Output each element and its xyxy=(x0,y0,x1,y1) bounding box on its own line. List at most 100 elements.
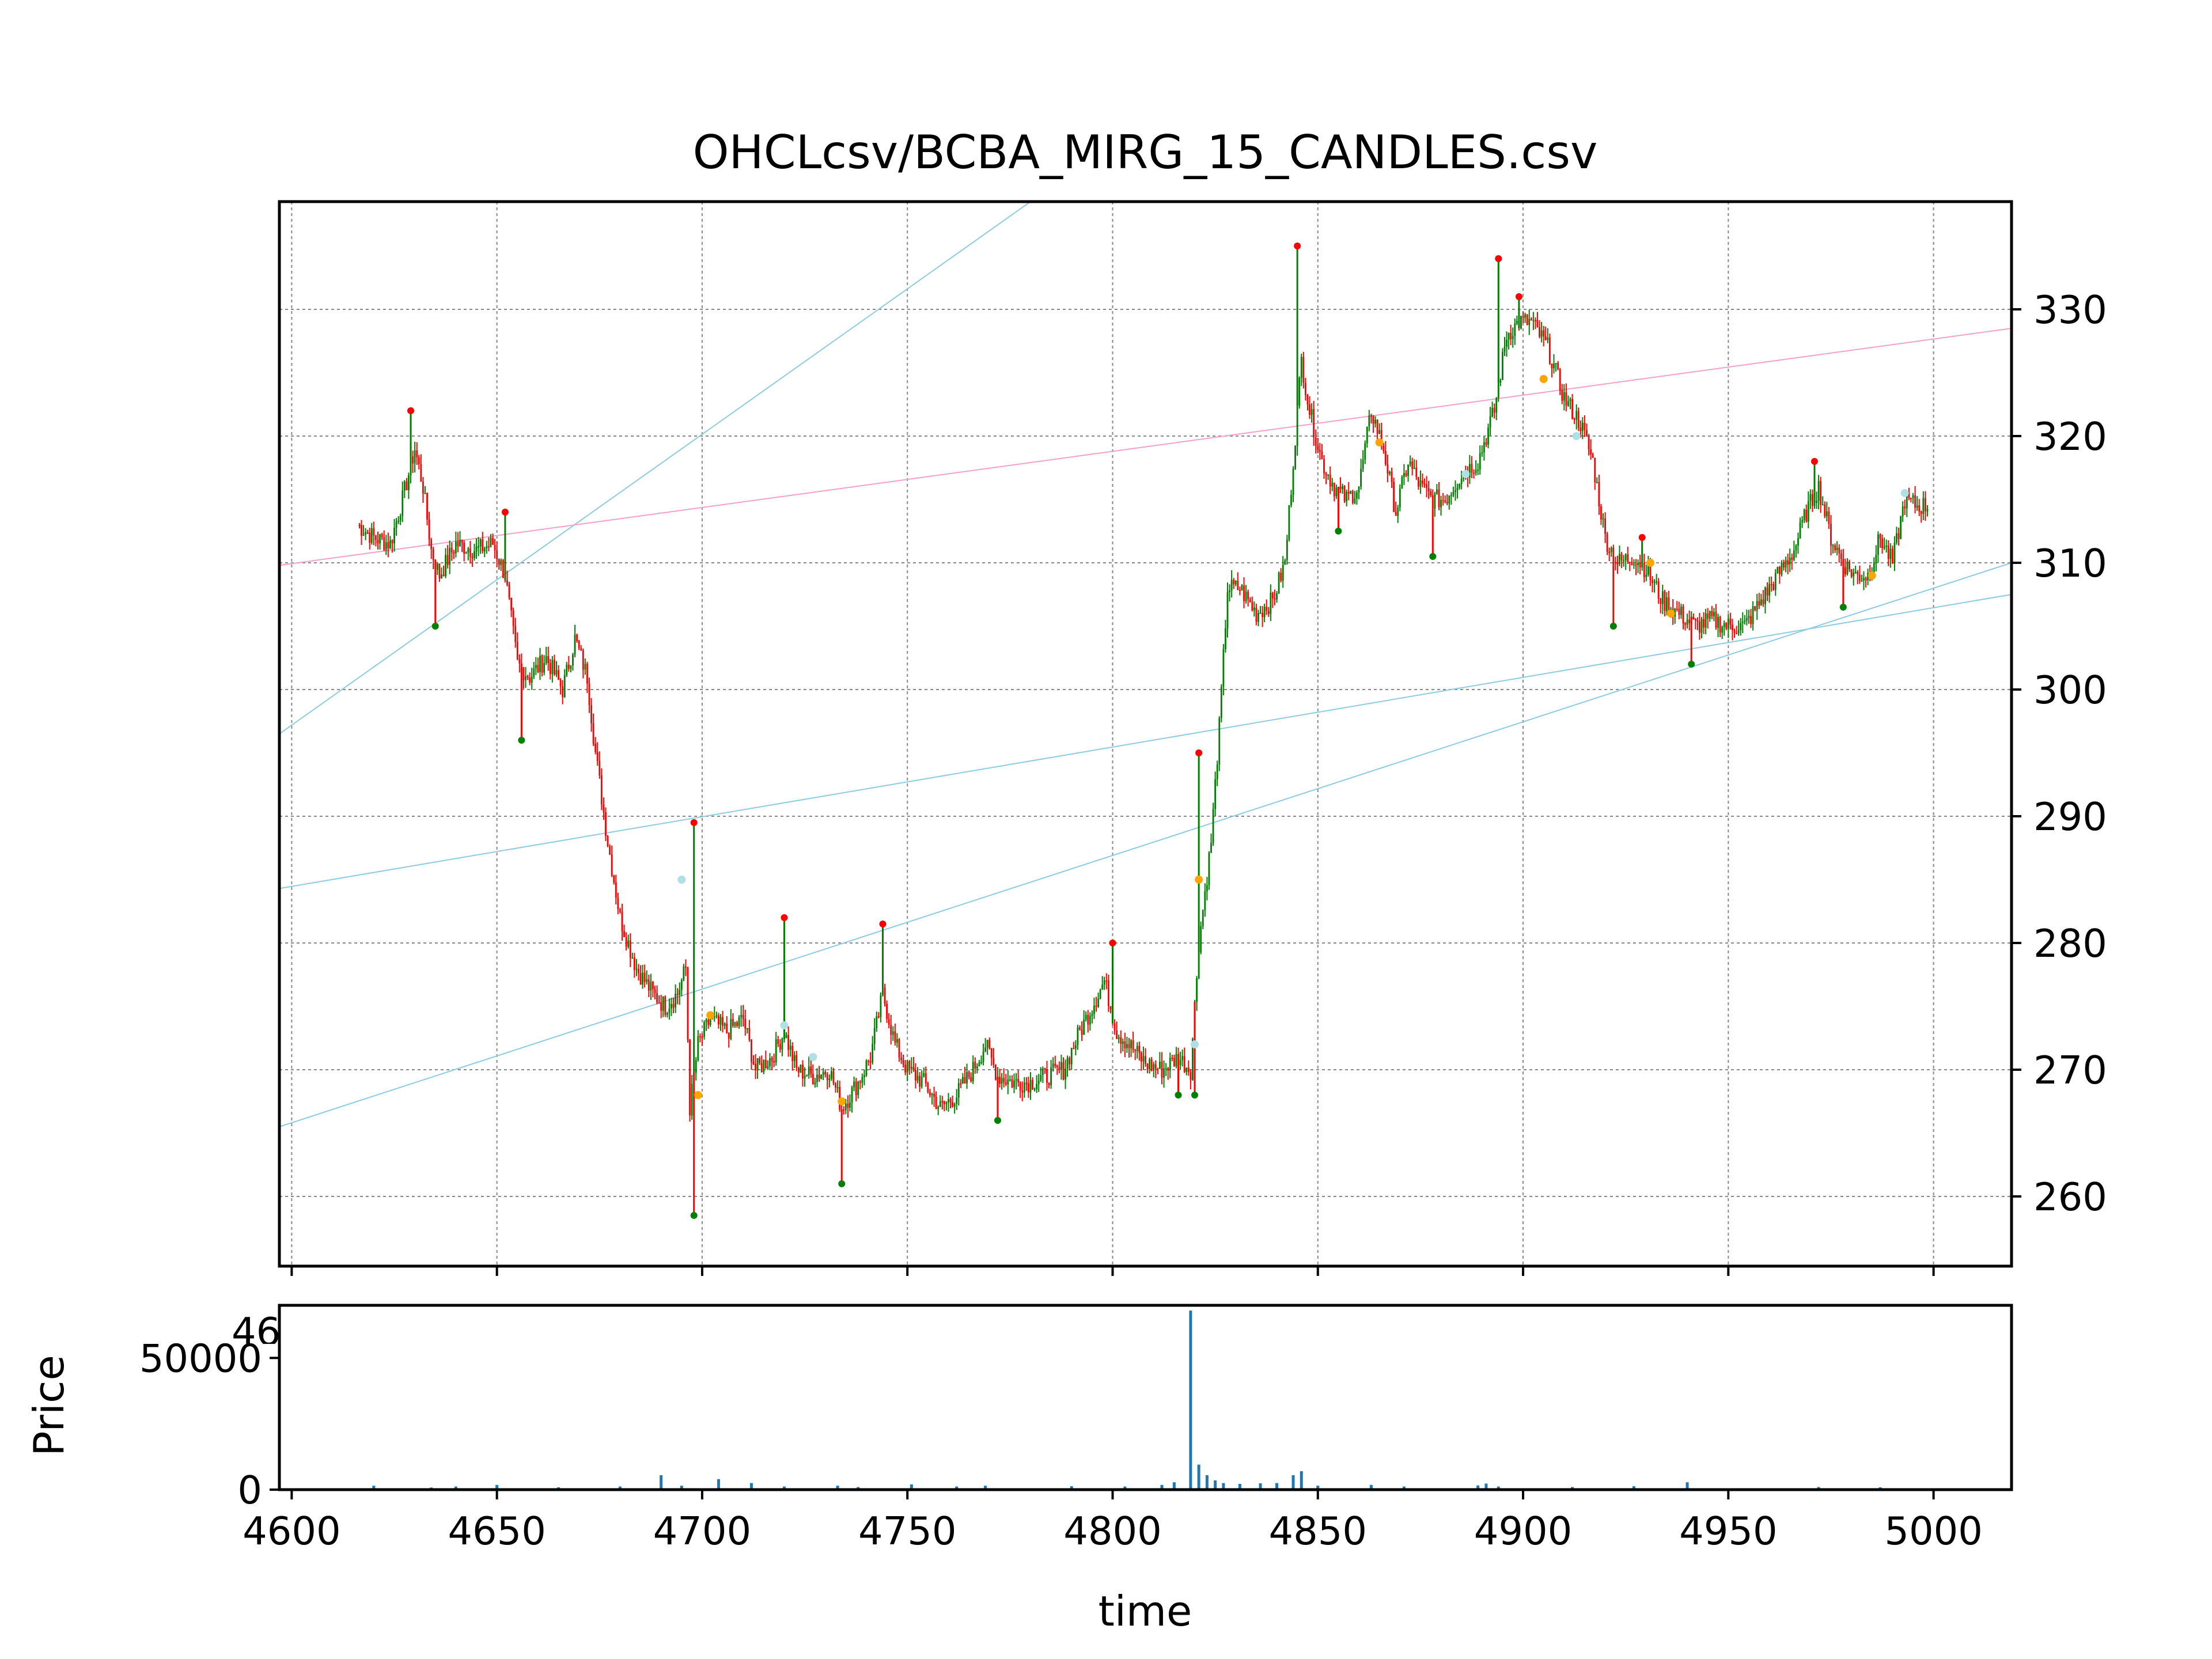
candle-body xyxy=(1362,460,1364,469)
volume-bar xyxy=(454,1486,457,1490)
candle-body xyxy=(434,559,437,570)
candle-body xyxy=(406,481,408,491)
candle-body xyxy=(1323,459,1325,474)
candle-body xyxy=(617,897,619,910)
candle-body xyxy=(631,957,634,959)
low-dot xyxy=(1175,1092,1182,1099)
candle-body xyxy=(1091,1014,1093,1016)
candle-body xyxy=(1840,553,1842,559)
candle-body xyxy=(732,1018,734,1026)
candle-body xyxy=(1865,578,1867,581)
candle-body xyxy=(1875,555,1877,563)
candle-body xyxy=(1107,980,1109,1006)
candle-body xyxy=(1023,1082,1025,1093)
candle-body xyxy=(1366,426,1368,444)
candle-body xyxy=(1842,559,1844,567)
candle-body xyxy=(1204,891,1206,911)
volume-bar xyxy=(1123,1486,1127,1490)
candle-body xyxy=(566,664,568,676)
candle-body xyxy=(943,1101,945,1104)
candle-body xyxy=(1255,607,1257,622)
candle-body xyxy=(1298,378,1301,406)
candle-body xyxy=(1206,885,1208,892)
candle-body xyxy=(1007,1080,1009,1085)
candlestick-plot: 260 270 280 290 300 310 320 330 OHCLcsv/BCBA_MI… xyxy=(278,126,2107,1276)
candle-body xyxy=(1229,590,1230,592)
candle-body xyxy=(432,549,434,560)
volume-frame xyxy=(278,1304,2013,1491)
candle-body xyxy=(403,481,406,491)
candle-body xyxy=(457,541,459,547)
candle-body xyxy=(1514,323,1516,336)
candle-body xyxy=(570,665,572,669)
candle-body xyxy=(1924,498,1926,512)
candle-body xyxy=(1715,612,1717,628)
candle-body xyxy=(1783,562,1785,568)
candle-body xyxy=(1528,319,1531,325)
candle-body xyxy=(1282,565,1284,581)
candle-body xyxy=(533,668,535,677)
candle-body xyxy=(1132,1040,1134,1050)
y-tick-label: 270 xyxy=(2033,1048,2107,1093)
plot-background xyxy=(279,202,2012,1266)
candle-body xyxy=(438,563,441,579)
candle-body xyxy=(1274,598,1276,600)
candle-body xyxy=(471,556,474,558)
low-dot xyxy=(431,623,439,630)
candle-body xyxy=(994,1065,997,1080)
candle-body xyxy=(625,937,627,947)
candle-body xyxy=(369,532,371,543)
candle-body xyxy=(1606,534,1608,552)
candle-body xyxy=(1187,1067,1190,1072)
candle-body xyxy=(699,1036,701,1037)
candle-body xyxy=(836,1086,839,1088)
candle-body xyxy=(810,1066,812,1074)
candle-body xyxy=(957,1083,960,1098)
candle-body xyxy=(1600,506,1602,520)
candle-body xyxy=(828,1078,831,1081)
candle-body xyxy=(1647,564,1649,575)
candle-body xyxy=(1069,1058,1071,1065)
candle-body xyxy=(1889,548,1892,559)
candle-body xyxy=(1661,591,1664,604)
candle-body xyxy=(1177,1054,1179,1065)
candle-body xyxy=(1378,430,1381,434)
candle-body xyxy=(1009,1079,1011,1081)
candle-body xyxy=(474,551,475,558)
candle-body xyxy=(685,966,687,968)
candle-body xyxy=(366,532,369,533)
candle-body xyxy=(1054,1063,1056,1066)
candle-body xyxy=(362,535,365,536)
candle-body xyxy=(1413,467,1415,469)
candle-body xyxy=(689,1039,691,1116)
candle-body xyxy=(545,656,547,664)
candle-body xyxy=(1347,491,1350,494)
candle-body xyxy=(1770,584,1772,585)
candle-body xyxy=(680,980,683,990)
candle-body xyxy=(1266,607,1268,611)
candle-body xyxy=(818,1074,820,1079)
candle-body xyxy=(882,987,884,995)
candle-body xyxy=(1567,401,1569,406)
volume-bar xyxy=(1070,1486,1073,1490)
candle-body xyxy=(1858,574,1861,581)
candle-body xyxy=(972,1062,974,1082)
candle-body xyxy=(1489,416,1491,428)
candle-body xyxy=(863,1075,865,1077)
candle-body xyxy=(1350,491,1352,494)
candle-body xyxy=(588,683,590,706)
candle-body xyxy=(1171,1058,1173,1059)
volume-y-tick-label: 0 xyxy=(237,1468,262,1513)
candle-body xyxy=(607,836,609,846)
candle-body xyxy=(1758,601,1760,606)
candle-body xyxy=(760,1063,763,1072)
low-dot xyxy=(994,1117,1001,1124)
candle-body xyxy=(999,1077,1001,1084)
candle-body xyxy=(902,1060,904,1065)
candle-body xyxy=(1048,1082,1050,1086)
candle-body xyxy=(1723,623,1725,627)
y-axis-label: Price xyxy=(25,1355,73,1456)
candle-body xyxy=(1270,592,1272,614)
candle-body xyxy=(1169,1058,1171,1071)
candle-body xyxy=(1853,572,1855,577)
